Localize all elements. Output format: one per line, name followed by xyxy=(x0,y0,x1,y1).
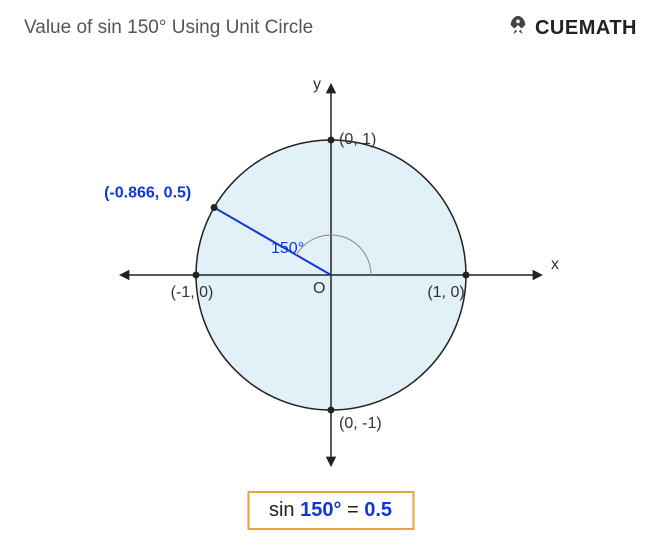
result-equals: = xyxy=(341,499,364,521)
result-value: 0.5 xyxy=(364,499,392,521)
angle-point-label: (-0.866, 0.5) xyxy=(104,185,191,202)
axis-point xyxy=(327,137,334,144)
axis-point xyxy=(192,272,199,279)
axis-point xyxy=(462,272,469,279)
angle-label: 150° xyxy=(271,240,304,257)
axis-point-label: (0, 1) xyxy=(339,131,376,148)
axis-point-label: (0, -1) xyxy=(339,415,382,432)
result-prefix: sin xyxy=(269,499,300,521)
angle-point xyxy=(210,204,217,211)
origin-label: O xyxy=(313,280,325,297)
axis-point-label: (-1, 0) xyxy=(170,284,213,301)
axis-point-label: (1, 0) xyxy=(427,284,464,301)
brand-text: CUEMATH xyxy=(535,17,637,40)
y-axis-label: y xyxy=(313,76,321,93)
axis-point xyxy=(327,407,334,414)
unit-circle-diagram: x y O 150° (-0.866, 0.5) (0, 1) (0, -1) (1, 0) (… xyxy=(81,60,581,480)
x-axis-label: x xyxy=(551,256,559,273)
header: Value of sin 150° Using Unit Circle CUEM… xyxy=(0,0,661,42)
result-angle: 150° xyxy=(300,499,341,521)
brand-logo: CUEMATH xyxy=(507,14,637,42)
page-title: Value of sin 150° Using Unit Circle xyxy=(24,17,313,39)
result-box: sin 150° = 0.5 xyxy=(247,491,414,530)
rocket-icon xyxy=(507,14,529,42)
